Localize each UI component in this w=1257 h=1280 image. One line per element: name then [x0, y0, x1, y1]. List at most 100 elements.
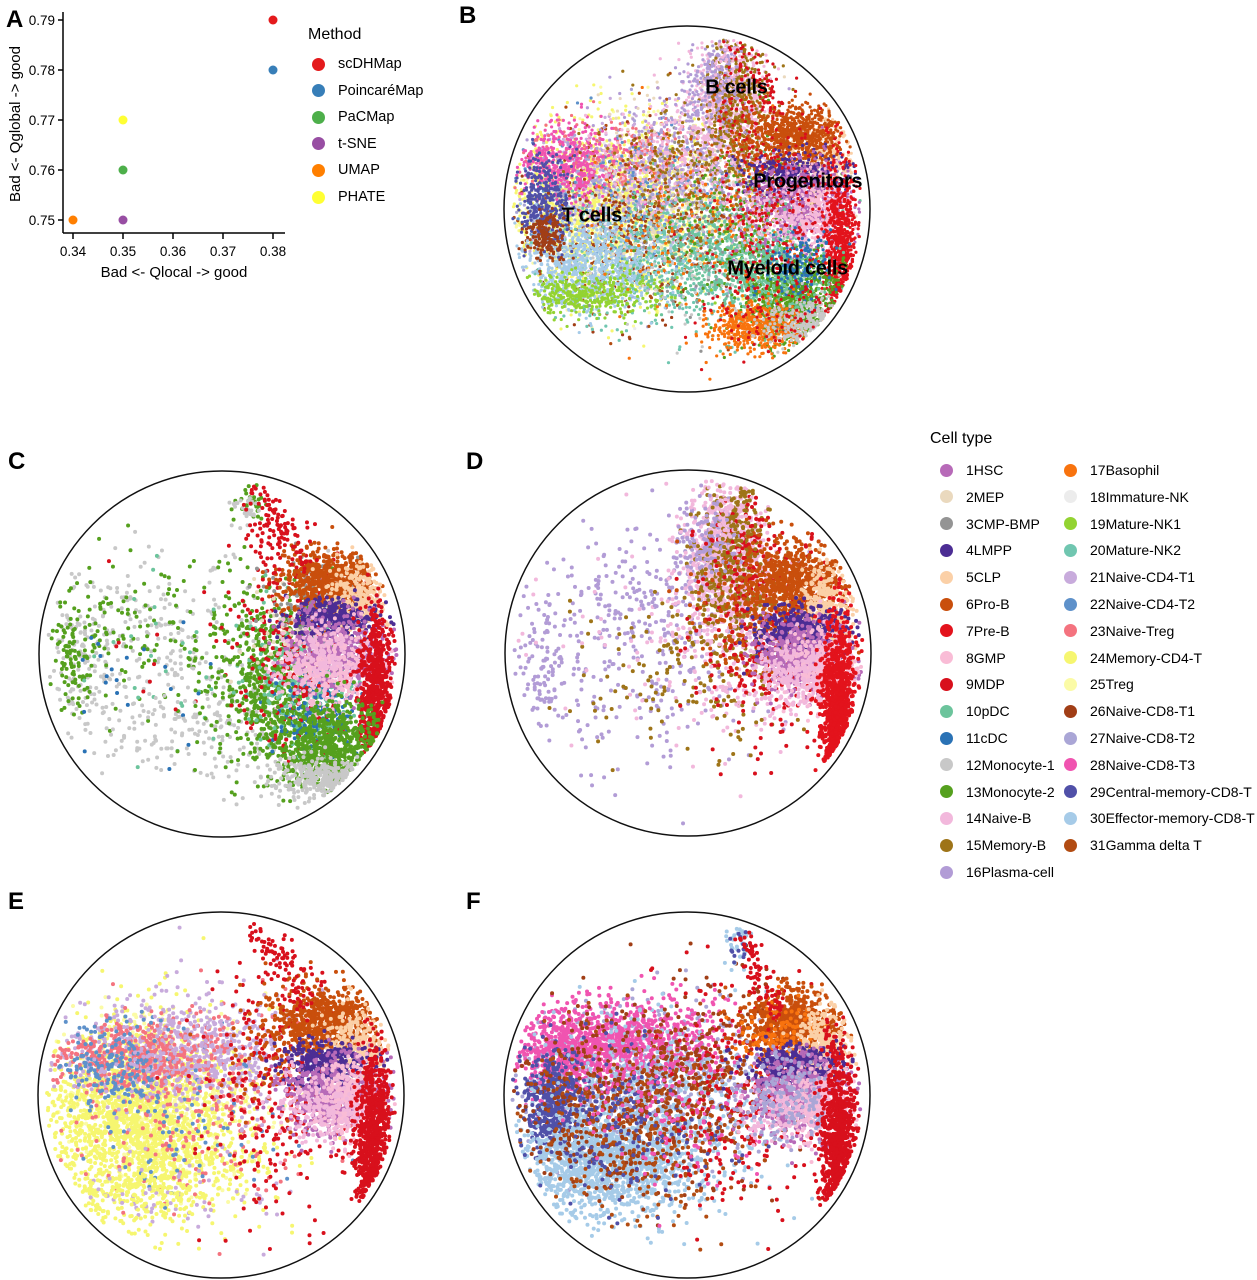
cell-type-label: 1HSC: [966, 462, 1004, 478]
cell-type-swatch-icon: [1064, 490, 1077, 504]
method-swatch-icon: [312, 163, 325, 177]
cell-type-label: 28Naive-CD8-T3: [1090, 756, 1196, 773]
method-label: PaCMap: [338, 109, 395, 126]
y-axis-title: Bad <- Qglobal -> good: [7, 46, 24, 202]
x-tick-label: 0.35: [110, 244, 136, 259]
cell-type-label: 25Treg: [1090, 676, 1134, 693]
cell-type-label: 26Naive-CD8-T1: [1090, 703, 1196, 720]
cell-type-legend-item-9: 9MDP: [940, 676, 1005, 692]
cell-type-swatch-icon: [940, 704, 953, 718]
cell-type-swatch-icon: [1064, 785, 1077, 799]
cell-type-label: 22Naive-CD4-T2: [1090, 596, 1196, 612]
method-legend-item-PaCMap: PaCMap: [312, 109, 394, 125]
data-point-scDHMap: [268, 15, 278, 25]
method-legend-item-PHATE: PHATE: [312, 189, 385, 205]
cell-type-legend-item-4: 4LMPP: [940, 542, 1012, 558]
cell-type-swatch-icon: [940, 731, 953, 745]
cell-type-swatch-icon: [1064, 517, 1077, 531]
cell-type-legend-item-6: 6Pro-B: [940, 596, 1010, 612]
cell-type-swatch-icon: [940, 463, 953, 477]
cell-type-legend-item-14: 14Naive-B: [940, 810, 1031, 826]
cell-type-legend-item-7: 7Pre-B: [940, 623, 1010, 639]
cell-type-legend-item-28: 28Naive-CD8-T3: [1064, 757, 1195, 773]
cell-type-swatch-icon: [1064, 704, 1077, 718]
method-legend-title: Method: [308, 26, 362, 43]
method-label: scDHMap: [338, 56, 402, 72]
cell-type-swatch-icon: [1064, 731, 1077, 745]
cell-type-legend-item-26: 26Naive-CD8-T1: [1064, 703, 1195, 719]
cell-type-label: 5CLP: [966, 569, 1002, 586]
panel-d-label: D: [466, 448, 484, 475]
cell-type-legend-item-18: 18Immature-NK: [1064, 489, 1189, 505]
cell-type-legend-item-2: 2MEP: [940, 489, 1004, 505]
cell-type-label: 29Central-memory-CD8-T: [1090, 783, 1252, 800]
cell-type-swatch-icon: [1064, 463, 1077, 477]
cell-type-legend-item-31: 31Gamma delta T: [1064, 837, 1202, 853]
panel-b-label: B: [459, 2, 477, 29]
cell-type-legend-item-29: 29Central-memory-CD8-T: [1064, 784, 1252, 800]
cell-type-label: 8GMP: [966, 649, 1006, 666]
method-label: PoincaréMap: [338, 82, 424, 99]
cell-type-swatch-icon: [940, 651, 953, 665]
cell-type-swatch-icon: [940, 677, 953, 691]
method-swatch-icon: [312, 190, 325, 204]
panel-c-label: C: [8, 448, 26, 475]
cell-type-label: 19Mature-NK1: [1090, 515, 1182, 532]
cell-type-legend-item-17: 17Basophil: [1064, 462, 1159, 478]
data-point-PaCMap: [118, 165, 128, 175]
method-legend: Method scDHMap PoincaréMap PaCMap t-SNE UMAP…: [308, 26, 458, 236]
panel-a-svg: 0.75 0.76 0.77 0.78 0.79 0.34 0.35 0.36 0.37 0.38…: [7, 12, 286, 281]
cell-type-swatch-icon: [940, 838, 953, 852]
cell-type-label: 9MDP: [966, 676, 1005, 693]
cell-type-legend-item-1: 1HSC: [940, 462, 1003, 478]
cell-type-label: 10pDC: [966, 703, 1010, 720]
cell-type-legend-item-11: 11cDC: [940, 730, 1008, 746]
cell-type-label: 16Plasma-cell: [966, 864, 1054, 880]
method-legend-item-scDHMap: scDHMap: [312, 56, 402, 72]
data-point-UMAP: [68, 215, 78, 225]
cell-type-label: 18Immature-NK: [1090, 488, 1189, 505]
cell-type-label: 21Naive-CD4-T1: [1090, 569, 1196, 586]
cell-type-legend-item-8: 8GMP: [940, 650, 1006, 666]
x-tick-label: 0.38: [260, 244, 286, 259]
panel-f-label: F: [466, 888, 481, 915]
cell-type-legend-item-23: 23Naive-Treg: [1064, 623, 1174, 639]
y-tick-label: 0.78: [29, 63, 55, 78]
method-label: t-SNE: [338, 135, 377, 152]
method-label: PHATE: [338, 189, 386, 205]
cell-type-legend-item-19: 19Mature-NK1: [1064, 516, 1181, 532]
cell-type-label: 27Naive-CD8-T2: [1090, 730, 1196, 746]
method-swatch-icon: [312, 84, 325, 98]
cell-type-legend-item-12: 12Monocyte-1: [940, 757, 1055, 773]
data-point-t-SNE: [118, 215, 128, 225]
cell-type-legend: Cell type 1HSC 2MEP 3CMP-BMP 4LMPP 5CLP 6Pro-…: [930, 430, 1257, 880]
cell-type-swatch-icon: [940, 597, 953, 611]
cell-type-swatch-icon: [940, 570, 953, 584]
cell-type-label: 30Effector-memory-CD8-T: [1090, 810, 1255, 827]
embedding-panel-e: [31, 905, 411, 1280]
cell-type-swatch-icon: [1064, 838, 1077, 852]
y-tick-label: 0.77: [29, 113, 55, 128]
cell-type-swatch-icon: [1064, 811, 1077, 825]
cell-type-swatch-icon: [1064, 570, 1077, 584]
method-legend-item-t-SNE: t-SNE: [312, 136, 377, 152]
x-tick-label: 0.34: [60, 244, 87, 259]
cell-type-swatch-icon: [940, 490, 953, 504]
cell-type-label: 15Memory-B: [966, 837, 1047, 854]
cell-type-legend-item-13: 13Monocyte-2: [940, 784, 1055, 800]
cell-type-swatch-icon: [1064, 758, 1077, 772]
cell-type-legend-item-30: 30Effector-memory-CD8-T: [1064, 810, 1255, 826]
cell-type-label: 23Naive-Treg: [1090, 622, 1175, 639]
cell-type-label: 24Memory-CD4-T: [1090, 649, 1203, 666]
cell-type-legend-item-27: 27Naive-CD8-T2: [1064, 730, 1195, 746]
cell-type-legend-item-5: 5CLP: [940, 569, 1001, 585]
method-swatch-icon: [312, 137, 325, 151]
cell-type-swatch-icon: [1064, 624, 1077, 638]
cell-type-legend-title: Cell type: [930, 430, 993, 447]
x-tick-label: 0.37: [210, 244, 236, 259]
cell-type-label: 17Basophil: [1090, 462, 1160, 478]
cell-type-legend-item-3: 3CMP-BMP: [940, 516, 1040, 532]
cell-type-label: 3CMP-BMP: [966, 515, 1040, 532]
cell-type-label: 6Pro-B: [966, 596, 1010, 612]
